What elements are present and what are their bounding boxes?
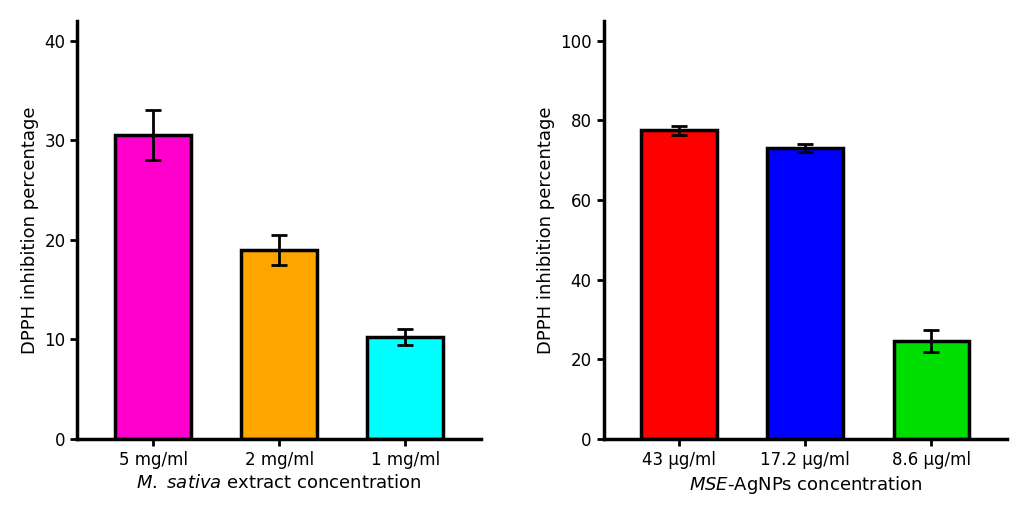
Bar (768, 148, 843, 439)
Bar (641, 130, 718, 439)
Bar (115, 135, 191, 439)
X-axis label: $\it{MSE}$-AgNPs concentration: $\it{MSE}$-AgNPs concentration (689, 474, 922, 496)
Bar (893, 341, 969, 439)
Y-axis label: DPPH inhibition percentage: DPPH inhibition percentage (21, 106, 39, 354)
X-axis label: $\it{M.\ sativa}$ extract concentration: $\it{M.\ sativa}$ extract concentration (137, 474, 421, 492)
Bar (367, 337, 443, 439)
Bar (242, 250, 317, 439)
Y-axis label: DPPH inhibition percentage: DPPH inhibition percentage (537, 106, 554, 354)
